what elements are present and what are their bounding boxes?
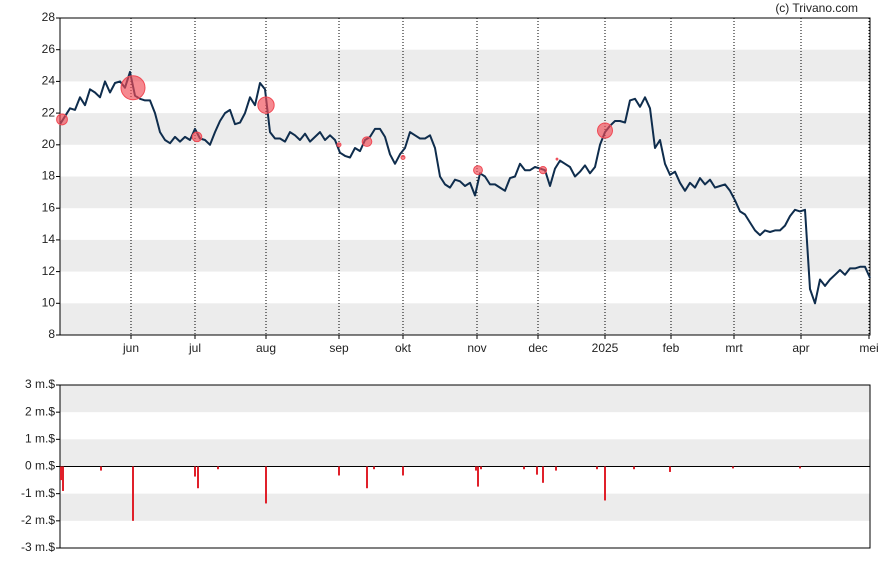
x-tick-label: jul bbox=[188, 341, 201, 355]
y-tick-label: -2 m.$ bbox=[21, 513, 55, 527]
bar bbox=[799, 466, 801, 469]
y-tick-label: 20 bbox=[42, 137, 56, 151]
bar bbox=[100, 466, 102, 471]
x-tick-label: 2025 bbox=[592, 341, 619, 355]
bar bbox=[542, 466, 544, 483]
trade-bubble bbox=[120, 75, 146, 101]
bar bbox=[732, 466, 734, 469]
y-tick-label: 8 bbox=[48, 327, 55, 341]
bar bbox=[604, 466, 606, 501]
x-tick-label: mrt bbox=[725, 341, 743, 355]
band bbox=[60, 439, 870, 467]
bar bbox=[373, 466, 375, 470]
bar bbox=[194, 466, 196, 477]
x-tick-label: sep bbox=[329, 341, 349, 355]
trade-bubble bbox=[191, 131, 203, 143]
bar bbox=[475, 466, 477, 471]
bar bbox=[217, 466, 219, 470]
trade-bubble bbox=[257, 96, 275, 114]
band bbox=[60, 493, 870, 521]
y-tick-label: 14 bbox=[42, 232, 56, 246]
trade-bubble bbox=[361, 136, 373, 147]
bar bbox=[633, 466, 635, 470]
x-tick-label: dec bbox=[528, 341, 547, 355]
bar bbox=[596, 466, 598, 470]
bar bbox=[555, 466, 557, 471]
bar bbox=[62, 466, 64, 491]
y-tick-label: -1 m.$ bbox=[21, 486, 55, 500]
band bbox=[60, 385, 870, 413]
band bbox=[60, 239, 870, 272]
y-tick-label: 12 bbox=[42, 264, 56, 278]
y-tick-label: 24 bbox=[42, 74, 56, 88]
y-tick-label: 2 m.$ bbox=[25, 404, 55, 418]
price-line bbox=[59, 70, 871, 305]
bar bbox=[523, 466, 525, 470]
bar bbox=[402, 466, 404, 476]
bar bbox=[669, 466, 671, 472]
x-tick-label: okt bbox=[395, 341, 412, 355]
bar bbox=[480, 466, 482, 470]
x-tick-label: nov bbox=[467, 341, 486, 355]
bar bbox=[197, 466, 199, 489]
y-tick-label: 1 m.$ bbox=[25, 432, 55, 446]
y-tick-label: 0 m.$ bbox=[25, 459, 55, 473]
bar bbox=[536, 466, 538, 475]
trade-bubble bbox=[597, 122, 613, 139]
trade-bubble bbox=[473, 165, 483, 176]
y-tick-label: 3 m.$ bbox=[25, 377, 55, 391]
y-tick-label: 18 bbox=[42, 169, 56, 183]
bar bbox=[60, 466, 62, 481]
x-tick-label: aug bbox=[256, 341, 276, 355]
y-tick-label: -3 m.$ bbox=[21, 540, 55, 554]
trade-bubble bbox=[538, 166, 548, 175]
plot-frame bbox=[59, 17, 871, 336]
bar bbox=[265, 466, 267, 504]
bar bbox=[366, 466, 368, 489]
x-tick-label: feb bbox=[663, 341, 680, 355]
y-tick-label: 22 bbox=[42, 105, 56, 119]
x-tick-label: mei bbox=[859, 341, 878, 355]
x-tick-label: apr bbox=[792, 341, 809, 355]
band bbox=[60, 303, 870, 335]
y-tick-label: 16 bbox=[42, 200, 56, 214]
band bbox=[60, 49, 870, 82]
y-tick-label: 26 bbox=[42, 42, 56, 56]
trade-bubble bbox=[56, 113, 68, 126]
trade-bubble bbox=[400, 155, 406, 160]
trade-bubble bbox=[555, 157, 559, 161]
bar bbox=[338, 466, 340, 476]
bar bbox=[132, 466, 134, 521]
y-tick-label: 28 bbox=[42, 10, 56, 24]
trade-bubble bbox=[336, 142, 342, 148]
y-tick-label: 10 bbox=[42, 295, 56, 309]
x-tick-label: jun bbox=[122, 341, 139, 355]
band bbox=[60, 176, 870, 209]
watermark: (c) Trivano.com bbox=[775, 1, 858, 15]
bar bbox=[477, 466, 479, 487]
